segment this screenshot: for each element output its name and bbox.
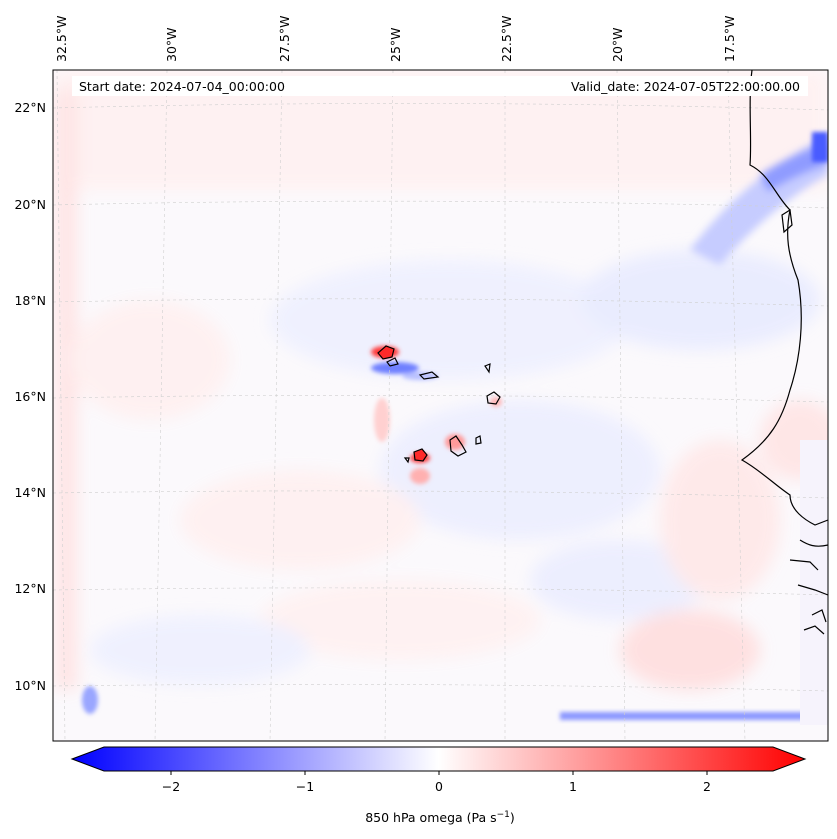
colorbar-tick-label: 0 [435,779,443,794]
annotation-box [72,76,808,96]
colorbar-tick-label: −2 [162,779,180,794]
colorbar-bar [70,746,807,772]
longitude-axis: 32.5°W 30°W 27.5°W 25°W 22.5°W 20°W 17.5… [54,16,737,62]
lon-label: 17.5°W [722,16,737,62]
start-date-label: Start date: 2024-07-04_00:00:00 [79,79,285,94]
lat-label: 22°N [14,100,46,115]
valid-date-label: Valid_date: 2024-07-05T22:00:00.00 [571,79,800,94]
lon-label: 30°W [164,27,179,62]
colorbar: −2 −1 0 1 2 850 hPa omega (Pa s−1) [70,746,807,825]
coastline [377,69,829,635]
colorbar-tick-label: −1 [296,779,314,794]
lon-label: 25°W [388,27,403,62]
colorbar-tick-label: 1 [569,779,577,794]
lat-label: 20°N [14,197,46,212]
gridlines [52,69,829,742]
lon-label: 27.5°W [277,16,292,62]
latitude-axis: 22°N 20°N 18°N 16°N 14°N 12°N 10°N [14,100,46,693]
lat-label: 14°N [14,485,46,500]
lon-label: 32.5°W [54,16,69,62]
map-frame [52,69,829,742]
colorbar-tick-label: 2 [703,779,711,794]
lat-label: 12°N [14,581,46,596]
lat-label: 16°N [14,389,46,404]
lat-label: 18°N [14,293,46,308]
lat-label: 10°N [14,678,46,693]
colorbar-label: 850 hPa omega (Pa s−1) [365,810,515,825]
lon-label: 22.5°W [499,16,514,62]
lon-label: 20°W [610,27,625,62]
map-panel: Start date: 2024-07-04_00:00:00 Valid_da… [52,69,829,742]
